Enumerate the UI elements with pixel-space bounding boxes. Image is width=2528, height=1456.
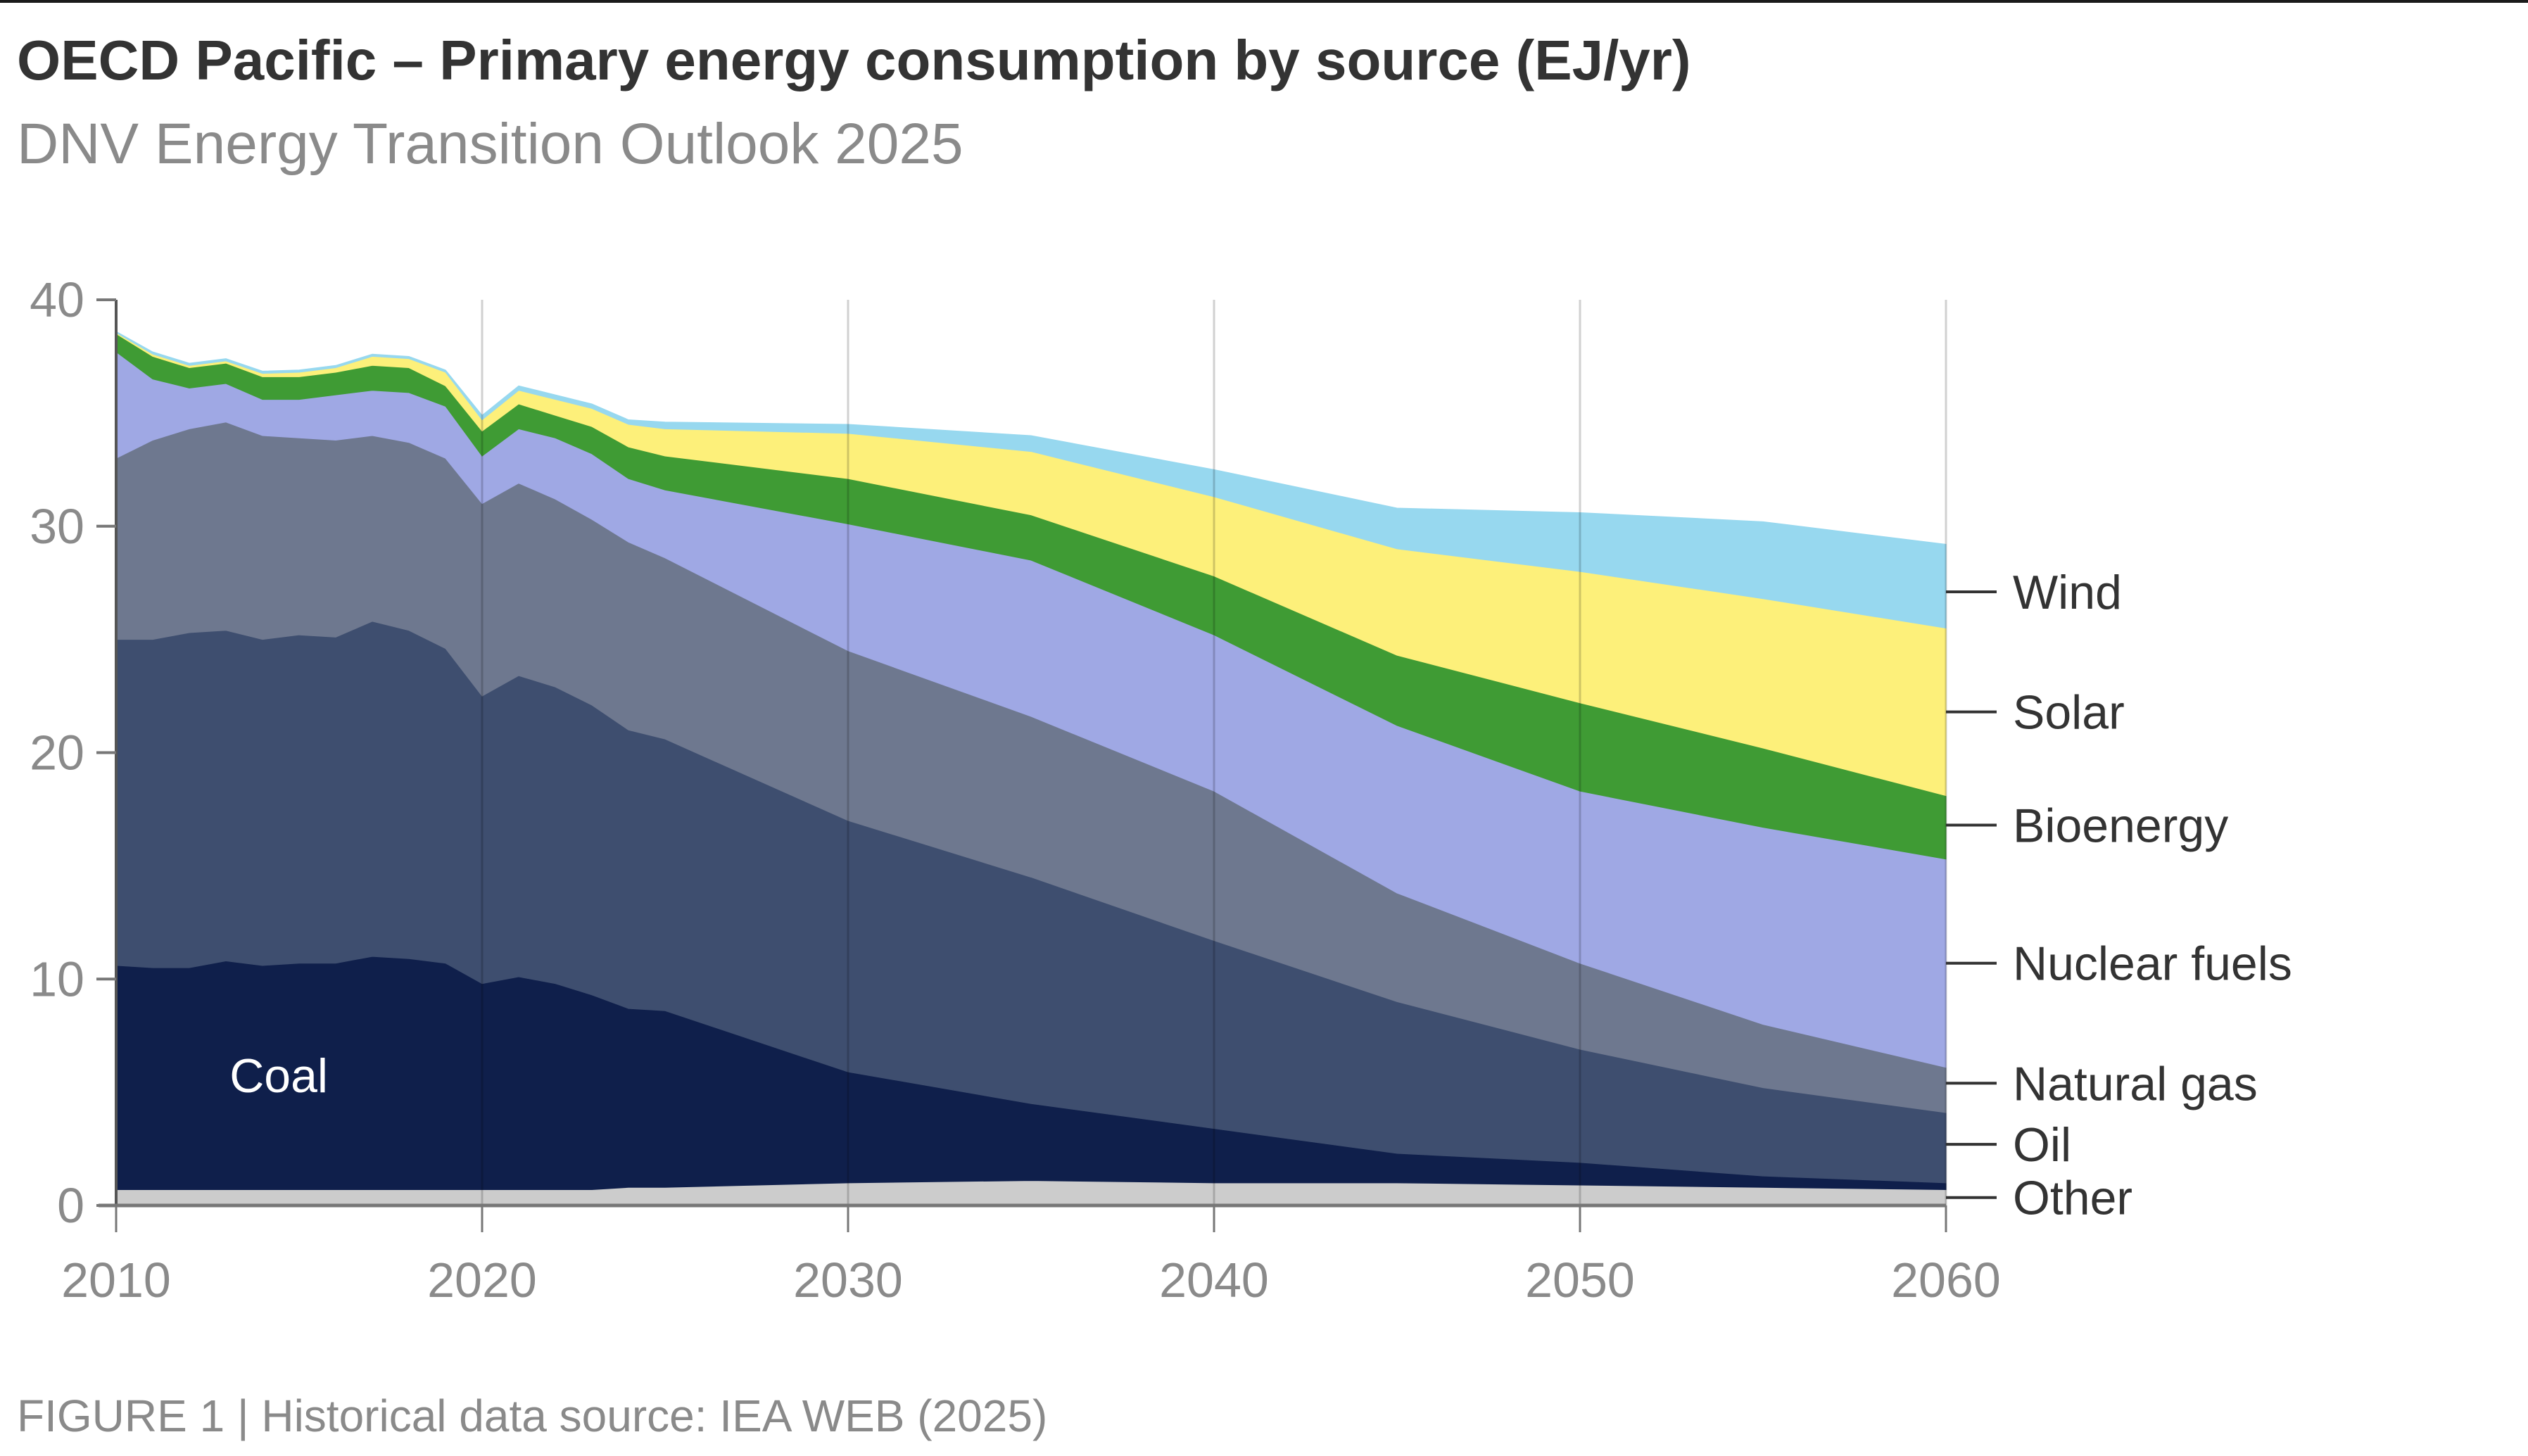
y-tick-label-30: 30	[30, 499, 84, 554]
y-tick-label-40: 40	[30, 272, 84, 327]
x-tick-label-2040: 2040	[1159, 1253, 1269, 1308]
x-tick-label-2010: 2010	[61, 1253, 171, 1308]
chart-title: OECD Pacific – Primary energy consumptio…	[17, 29, 1691, 91]
figure-caption: FIGURE 1 | Historical data source: IEA W…	[17, 1391, 1048, 1441]
area-wind	[115, 331, 1947, 629]
x-tick-label-2060: 2060	[1891, 1253, 2001, 1308]
legend-label-nuclear-fuels: Nuclear fuels	[2013, 937, 2292, 991]
legend-label-oil: Oil	[2013, 1118, 2071, 1172]
x-tick-label-2030: 2030	[793, 1253, 903, 1308]
coal-inline-label: Coal	[229, 1049, 328, 1103]
legend-label-other: Other	[2013, 1172, 2132, 1225]
top-rule	[0, 0, 2528, 3]
y-tick-label-0: 0	[57, 1178, 84, 1233]
grid-layer	[481, 300, 1947, 1205]
y-tick-label-10: 10	[30, 951, 84, 1006]
area-layer	[115, 331, 1947, 1206]
legend-label-wind: Wind	[2013, 566, 2122, 619]
y-tick-label-20: 20	[30, 726, 84, 780]
chart-subtitle: DNV Energy Transition Outlook 2025	[17, 112, 963, 176]
legend-label-solar: Solar	[2013, 686, 2125, 740]
x-tick-label-2020: 2020	[427, 1253, 537, 1308]
x-tick-label-2050: 2050	[1525, 1253, 1635, 1308]
legend-label-bioenergy: Bioenergy	[2013, 799, 2228, 852]
legend-label-natural-gas: Natural gas	[2013, 1057, 2258, 1110]
